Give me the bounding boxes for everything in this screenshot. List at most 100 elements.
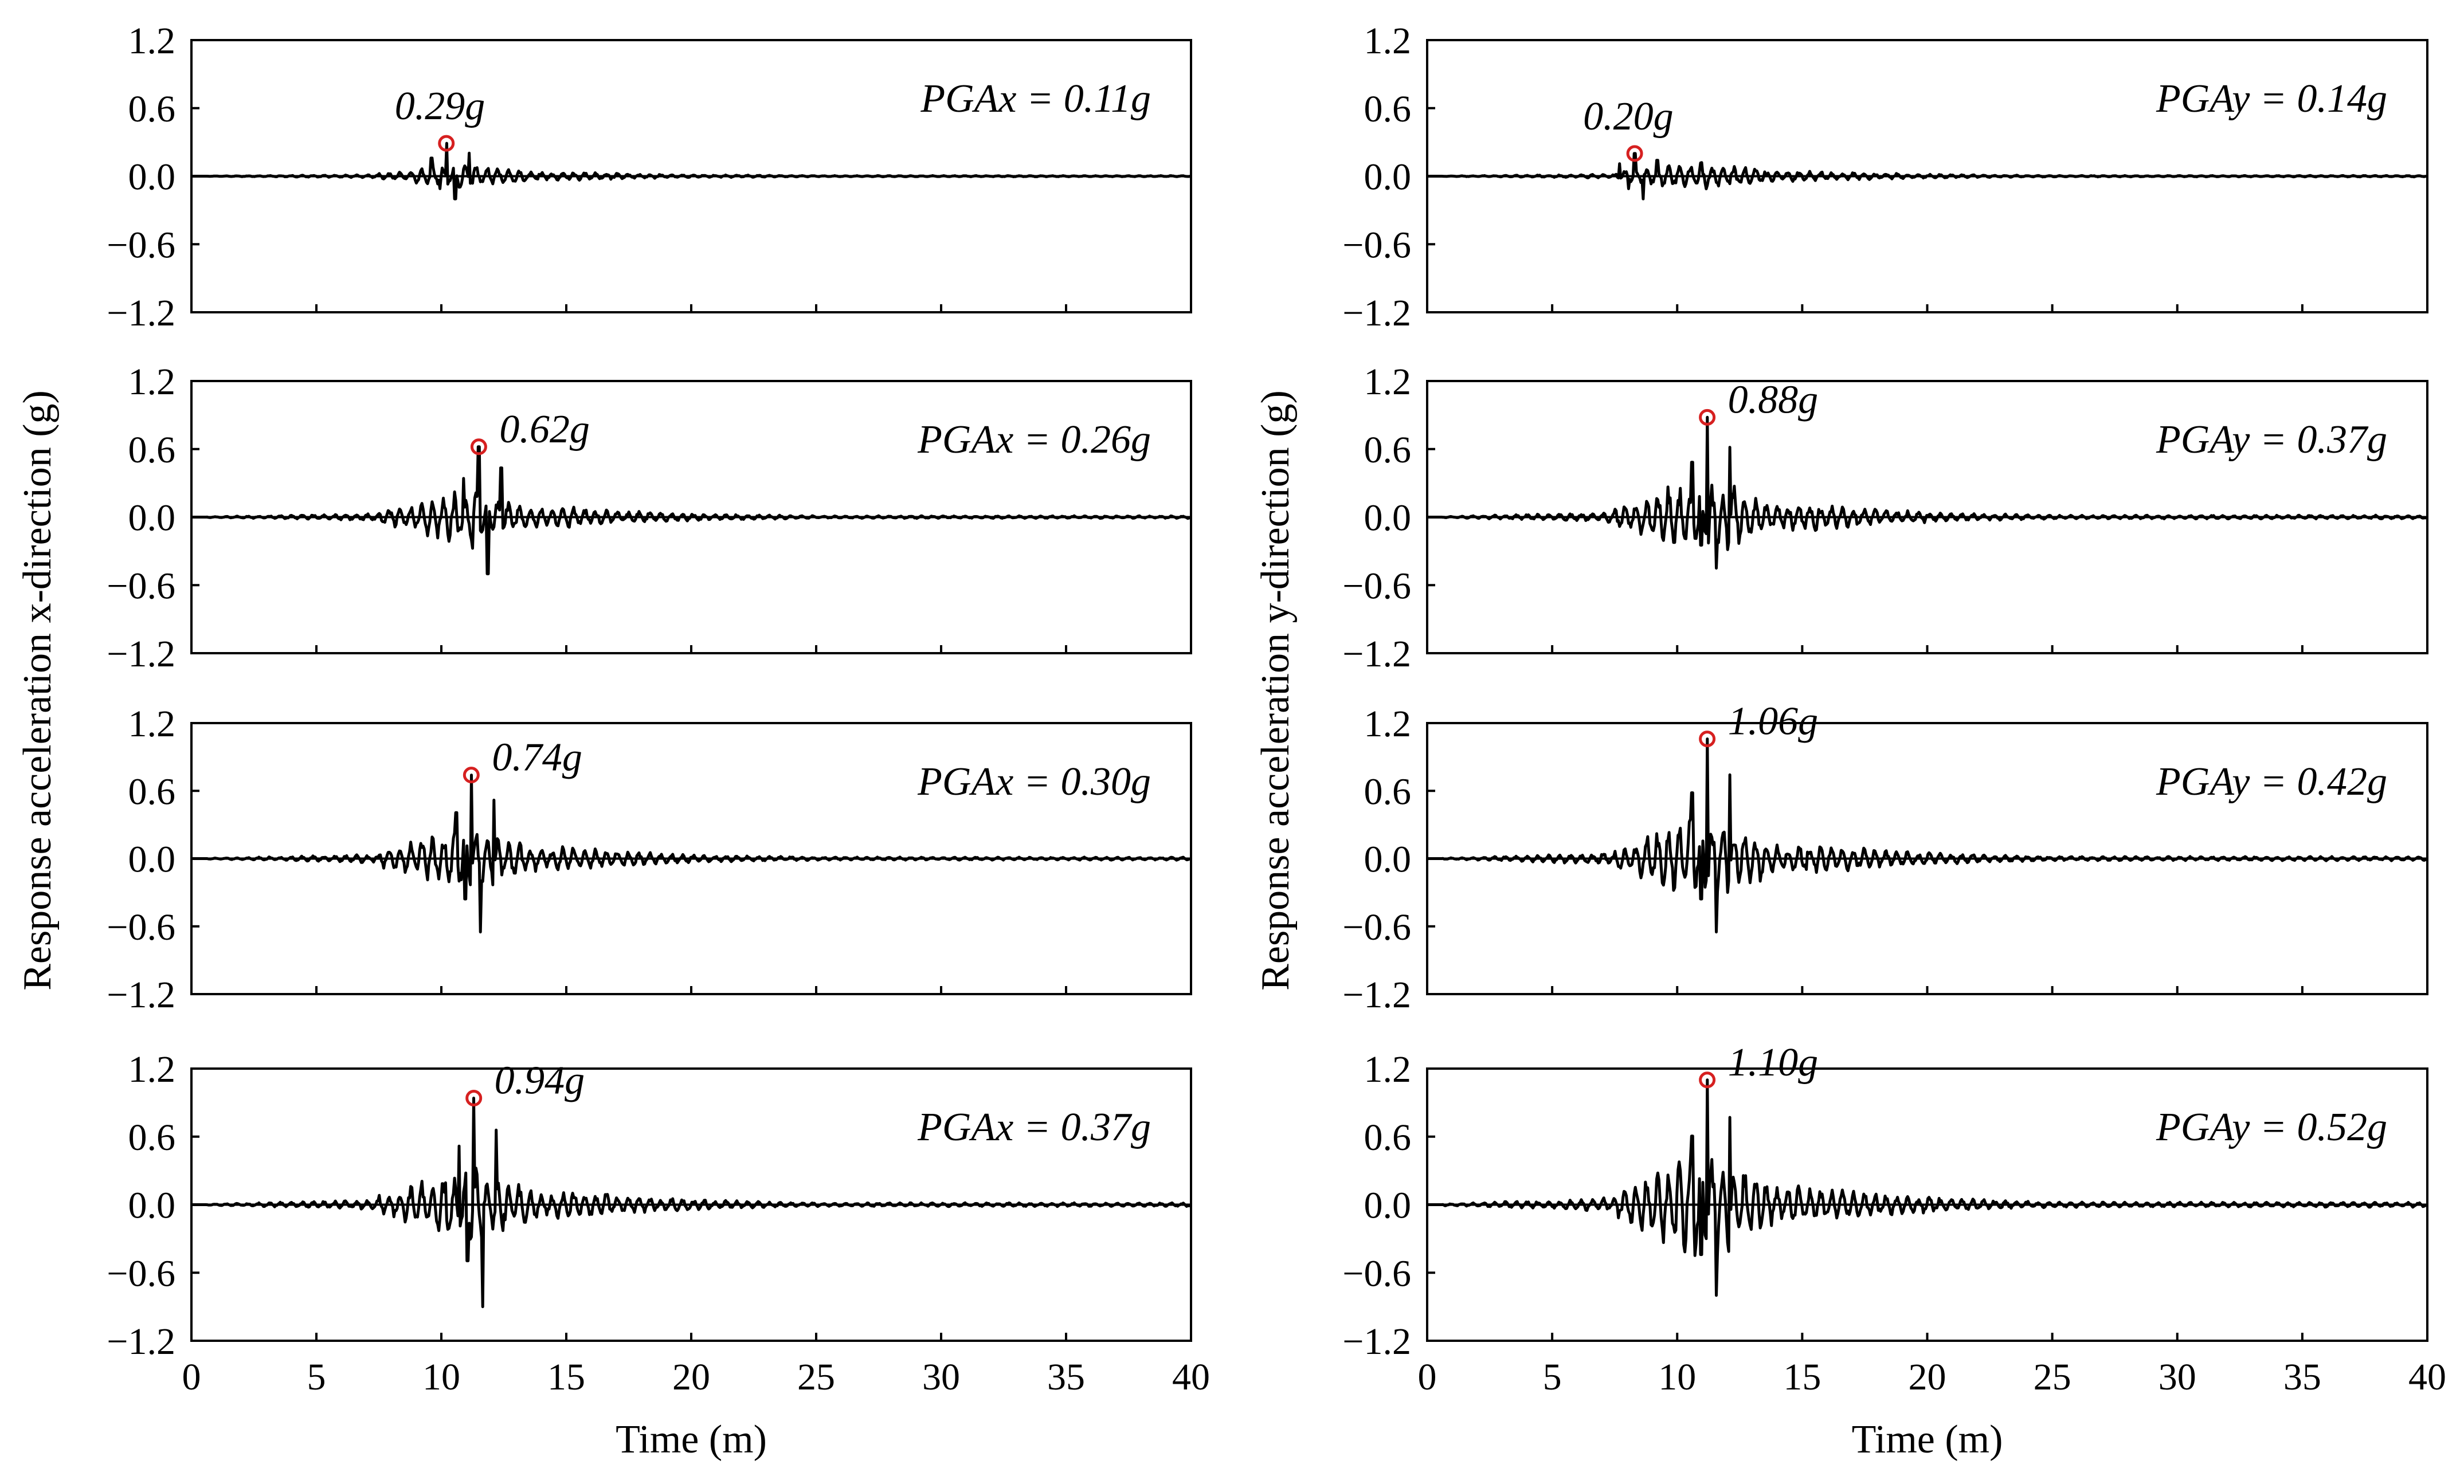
panel-0-3: 1.2 0.6 0.0 −0.6 −1.2 0.94g PGAx = 0.37g	[107, 1049, 1192, 1363]
y-tick-label: 0.6	[128, 1117, 176, 1159]
x-tick-label: 15	[1783, 1356, 1821, 1398]
peak-label: 0.74g	[492, 736, 582, 780]
peak-label: 0.62g	[499, 407, 590, 452]
y-tick-label: −1.2	[1342, 1321, 1411, 1363]
y-tick-label: −0.6	[107, 224, 175, 266]
y-tick-label: 1.2	[128, 1049, 176, 1090]
y-tick-label: 0.6	[1364, 429, 1412, 471]
peak-marker	[1699, 409, 1716, 426]
y-tick-label: −1.2	[1342, 974, 1411, 1016]
acceleration-trace	[191, 1097, 1191, 1309]
x-tick-label: 5	[307, 1356, 326, 1398]
y-tick-label: −1.2	[1342, 292, 1411, 334]
y-tick-label: 1.2	[1364, 703, 1412, 745]
peak-label: 0.20g	[1583, 95, 1674, 139]
y-tick-label: 0.6	[1364, 771, 1412, 812]
y-tick-label: 1.2	[128, 20, 176, 62]
x-tick-label: 0	[1418, 1356, 1437, 1398]
peak-label: 1.06g	[1728, 700, 1819, 744]
panel-1-2: 1.2 0.6 0.0 −0.6 −1.2 1.06g PGAy = 0.42g	[1342, 700, 2428, 1016]
x-tick-label: 25	[2034, 1356, 2071, 1398]
x-tick-label: 30	[922, 1356, 960, 1398]
y-tick-label: 0.0	[128, 156, 176, 198]
peak-marker	[465, 1089, 483, 1106]
peak-marker	[470, 438, 487, 456]
y-tick-label: 0.0	[1364, 497, 1412, 539]
panel-0-2: 1.2 0.6 0.0 −0.6 −1.2 0.74g PGAx = 0.30g	[107, 703, 1192, 1016]
y-tick-label: −0.6	[1342, 906, 1411, 948]
y-axis-title-0: Response acceleration x-direction (g)	[15, 390, 60, 991]
pga-label: PGAx = 0.30g	[917, 760, 1151, 804]
acceleration-trace	[191, 142, 1190, 201]
y-tick-label: 1.2	[128, 703, 176, 745]
peak-marker	[463, 767, 480, 784]
x-tick-label: 40	[2408, 1356, 2446, 1398]
panel-0-0: 1.2 0.6 0.0 −0.6 −1.2 0.29g PGAx = 0.11g	[107, 20, 1192, 334]
peak-marker	[438, 135, 455, 152]
x-tick-label: 10	[1658, 1356, 1696, 1398]
y-tick-label: 0.0	[128, 497, 176, 539]
x-tick-label: 20	[1909, 1356, 1946, 1398]
y-tick-label: −1.2	[107, 1321, 175, 1363]
x-tick-label: 10	[422, 1356, 460, 1398]
x-tick-label: 15	[547, 1356, 585, 1398]
x-tick-label: 35	[1047, 1356, 1085, 1398]
y-tick-label: 1.2	[1364, 361, 1412, 403]
y-tick-label: −1.2	[1342, 633, 1411, 675]
panel-1-0: 1.2 0.6 0.0 −0.6 −1.2 0.20g PGAy = 0.14g	[1342, 20, 2428, 334]
peak-marker	[1699, 731, 1716, 748]
peak-label: 0.88g	[1728, 378, 1819, 422]
y-tick-label: −1.2	[107, 292, 175, 334]
x-tick-label: 35	[2283, 1356, 2321, 1398]
y-tick-label: 0.6	[1364, 88, 1412, 130]
peak-label: 0.94g	[495, 1058, 585, 1102]
pga-label: PGAy = 0.42g	[2156, 760, 2387, 804]
peak-label: 0.29g	[395, 84, 485, 128]
peak-marker	[1626, 145, 1643, 162]
panel-1-1: 1.2 0.6 0.0 −0.6 −1.2 0.88g PGAy = 0.37g	[1342, 361, 2428, 675]
pga-label: PGAx = 0.11g	[920, 77, 1151, 121]
acceleration-trace	[1427, 415, 2427, 570]
pga-label: PGAy = 0.52g	[2156, 1105, 2387, 1149]
x-tick-label: 20	[672, 1356, 710, 1398]
y-tick-label: −0.6	[107, 906, 175, 948]
acceleration-trace	[191, 774, 1191, 934]
y-tick-label: −0.6	[1342, 1253, 1411, 1294]
y-tick-label: 0.6	[1364, 1117, 1412, 1159]
y-tick-label: −0.6	[1342, 224, 1411, 266]
y-tick-label: −0.6	[107, 1253, 175, 1294]
y-tick-label: −1.2	[107, 974, 175, 1016]
y-tick-label: −0.6	[107, 565, 175, 607]
peak-marker	[1699, 1071, 1716, 1089]
y-tick-label: 0.0	[1364, 156, 1412, 198]
x-axis-title-1: Time (m)	[1852, 1418, 2003, 1462]
x-tick-label: 30	[2159, 1356, 2196, 1398]
peak-label: 1.10g	[1728, 1041, 1819, 1085]
acceleration-trace	[1427, 152, 2427, 201]
x-tick-label: 40	[1172, 1356, 1210, 1398]
pga-label: PGAy = 0.14g	[2156, 77, 2387, 121]
y-tick-label: 0.0	[1364, 839, 1412, 881]
x-tick-label: 5	[1543, 1356, 1562, 1398]
y-tick-label: 0.6	[128, 429, 176, 471]
acceleration-trace	[191, 445, 1191, 575]
x-tick-label: 0	[182, 1356, 201, 1398]
pga-label: PGAx = 0.26g	[917, 418, 1151, 462]
panel-0-1: 1.2 0.6 0.0 −0.6 −1.2 0.62g PGAx = 0.26g	[107, 361, 1192, 675]
pga-label: PGAx = 0.37g	[917, 1105, 1151, 1149]
y-tick-label: 1.2	[128, 361, 176, 403]
y-tick-label: 0.6	[128, 771, 176, 812]
panel-1-3: 1.2 0.6 0.0 −0.6 −1.2 1.10g PGAy = 0.52g	[1342, 1041, 2428, 1363]
y-tick-label: 1.2	[1364, 1049, 1412, 1090]
y-tick-label: 0.0	[128, 1185, 176, 1227]
y-tick-label: 0.6	[128, 88, 176, 130]
y-tick-label: −0.6	[1342, 565, 1411, 607]
y-axis-title-1: Response acceleration y-direction (g)	[1253, 390, 1298, 991]
pga-label: PGAy = 0.37g	[2156, 418, 2387, 462]
acceleration-trace	[1427, 737, 2427, 934]
x-tick-label: 25	[797, 1356, 835, 1398]
y-tick-label: 0.0	[128, 839, 176, 881]
y-tick-label: −1.2	[107, 633, 175, 675]
y-tick-label: 0.0	[1364, 1185, 1412, 1227]
